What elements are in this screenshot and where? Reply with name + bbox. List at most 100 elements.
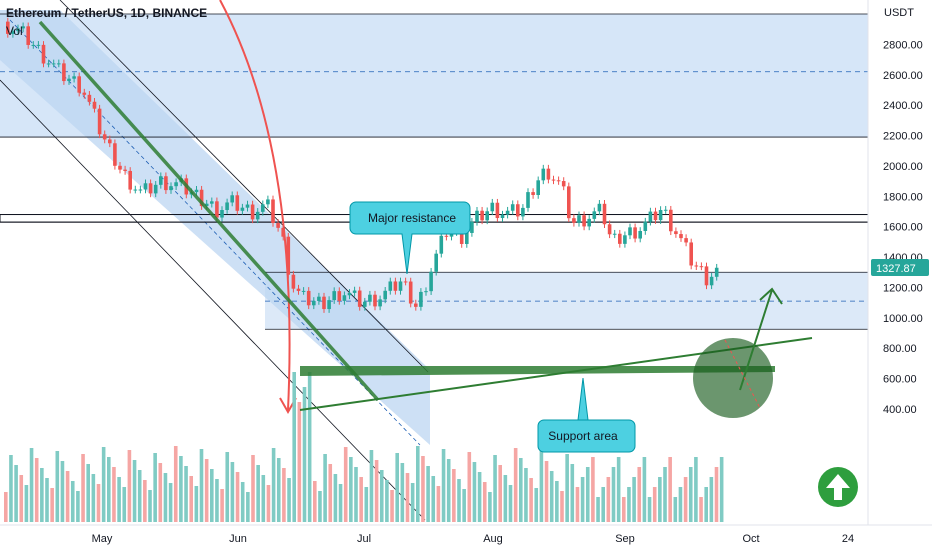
candle-body xyxy=(143,183,148,190)
volume-bar xyxy=(410,483,415,522)
volume-bar xyxy=(374,460,379,522)
up-projection-arrowhead xyxy=(759,287,783,305)
candle-body xyxy=(658,210,663,221)
candle-body xyxy=(301,290,306,292)
x-axis-tick: Oct xyxy=(742,533,759,545)
volume-bar xyxy=(585,467,590,522)
volume-bar xyxy=(210,469,214,522)
volume-bar xyxy=(575,487,580,522)
candle-body xyxy=(638,230,642,239)
volume-bar xyxy=(673,497,678,522)
volume-bar xyxy=(19,475,24,522)
volume-bar xyxy=(467,452,472,522)
volume-bar xyxy=(565,454,569,522)
volume-bar xyxy=(251,455,255,522)
candle-body xyxy=(643,221,648,231)
candle-body xyxy=(306,290,311,306)
volume-bar xyxy=(524,468,528,522)
volume-bar xyxy=(96,484,101,522)
candle-body xyxy=(628,227,632,236)
x-axis-tick: Aug xyxy=(483,533,503,545)
volume-bar xyxy=(240,482,245,522)
volume-bar xyxy=(122,487,127,522)
candle-body xyxy=(475,210,479,222)
y-axis-tick: 2000.00 xyxy=(883,161,923,173)
volume-bar xyxy=(544,461,549,522)
x-axis-tick: Sep xyxy=(615,533,635,545)
volume-bar xyxy=(70,481,75,522)
candle-body xyxy=(541,168,546,181)
volume-bar xyxy=(709,477,714,522)
candle-body xyxy=(424,291,428,293)
volume-bar xyxy=(616,457,621,522)
volume-bar xyxy=(45,478,49,522)
candle-body xyxy=(536,180,540,195)
volume-bar xyxy=(400,463,405,522)
volume-bar xyxy=(107,457,111,522)
volume-bar xyxy=(560,491,564,522)
volume-bar xyxy=(606,477,611,522)
volume-bar xyxy=(158,463,163,522)
candle-body xyxy=(46,63,51,65)
volume-bar xyxy=(297,402,302,522)
candle-body xyxy=(352,290,357,293)
candle-body xyxy=(582,215,586,227)
up-projection-arrow xyxy=(739,289,773,391)
volume-indicator-label: Vol xyxy=(6,24,23,38)
candle-body xyxy=(255,211,260,220)
volume-bar xyxy=(385,480,389,522)
candle-body xyxy=(434,253,438,272)
candle-body xyxy=(82,92,87,95)
candle-body xyxy=(347,292,352,296)
candle-body xyxy=(97,108,102,135)
volume-bar xyxy=(596,497,600,522)
candle-body xyxy=(194,189,199,193)
candle-body xyxy=(261,204,265,212)
candle-body xyxy=(612,233,617,235)
volume-bar xyxy=(359,477,363,522)
volume-bar xyxy=(622,497,626,522)
down-projection-line xyxy=(724,339,761,409)
volume-bar xyxy=(287,478,291,522)
volume-bar xyxy=(163,473,168,522)
volume-bar xyxy=(148,490,152,522)
candle-body xyxy=(714,267,719,277)
candle-body xyxy=(363,301,367,307)
y-axis-unit: USDT xyxy=(884,7,914,19)
candle-body xyxy=(36,44,41,46)
volume-bar xyxy=(570,464,575,522)
candle-body xyxy=(408,281,413,304)
y-axis-tick: 2200.00 xyxy=(883,131,923,143)
candle-body xyxy=(689,242,693,266)
volume-bar xyxy=(246,492,250,522)
candle-body xyxy=(388,281,393,291)
volume-bar xyxy=(580,477,585,522)
support-band xyxy=(300,366,775,376)
candle-body xyxy=(62,63,66,82)
volume-bar xyxy=(101,447,106,522)
volume-bar xyxy=(271,448,276,522)
volume-bar xyxy=(349,457,353,522)
candle-body xyxy=(276,222,280,228)
volume-bar xyxy=(199,449,204,522)
volume-bar xyxy=(632,477,636,522)
candle-body xyxy=(679,234,683,239)
volume-bar xyxy=(302,387,307,522)
volume-bar xyxy=(14,465,18,522)
candle-body xyxy=(556,180,561,182)
volume-bar xyxy=(220,489,224,522)
volume-bar xyxy=(60,461,65,522)
volume-bar xyxy=(405,473,410,522)
candle-body xyxy=(235,195,240,211)
candle-body xyxy=(138,189,143,191)
candle-body xyxy=(174,182,178,187)
candle-body xyxy=(551,179,556,181)
resistance-label: Major resistance xyxy=(368,211,456,225)
y-axis-tick: 2600.00 xyxy=(883,70,923,82)
candle-body xyxy=(531,192,535,195)
candle-body xyxy=(368,294,372,302)
volume-bar xyxy=(127,450,132,522)
candle-body xyxy=(164,176,168,191)
candle-body xyxy=(592,211,597,219)
